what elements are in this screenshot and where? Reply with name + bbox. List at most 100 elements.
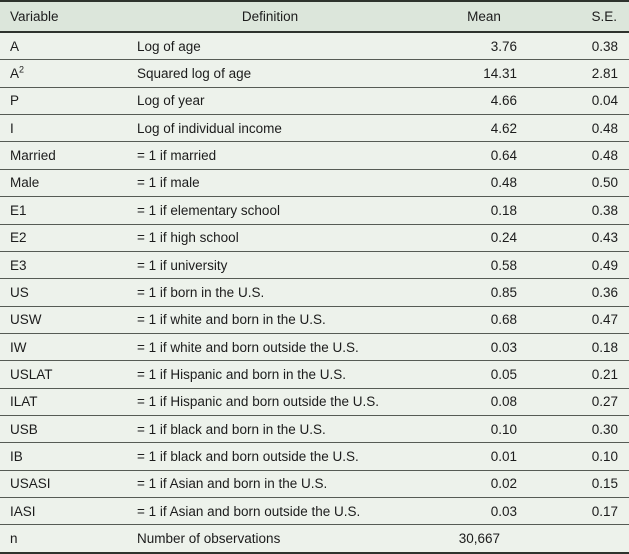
se-cell: 0.15 [530,470,629,499]
column-header-se: S.E. [530,1,629,33]
mean-cell: 3.76 [413,32,530,61]
se-cell: 0.50 [530,169,629,198]
mean-cell: 0.03 [413,497,530,526]
se-cell: 2.81 [530,59,629,88]
table-row: P Log of year 4.66 0.04 [0,87,629,116]
definition-cell: = 1 if married [127,141,413,170]
mean-cell: 0.05 [413,360,530,389]
definition-cell: Number of observations [127,524,413,553]
mean-cell: 0.03 [413,333,530,362]
mean-cell: 30,667 [413,524,530,553]
se-cell: 0.47 [530,306,629,334]
table-row: USW = 1 if white and born in the U.S. 0.… [0,306,629,334]
variable-cell: USW [0,306,127,334]
table-row: E3 = 1 if university 0.58 0.49 [0,251,629,280]
definition-cell: = 1 if Asian and born outside the U.S. [127,497,413,526]
se-cell: 0.04 [530,87,629,116]
se-cell: 0.21 [530,360,629,389]
table-row: E2 = 1 if high school 0.24 0.43 [0,224,629,252]
column-header-definition: Definition [127,1,413,33]
variable-cell: Male [0,169,127,198]
mean-cell: 0.08 [413,388,530,417]
definition-cell: = 1 if Hispanic and born outside the U.S… [127,388,413,417]
se-cell: 0.48 [530,114,629,143]
table-row: USB = 1 if black and born in the U.S. 0.… [0,415,629,444]
definition-cell: Log of individual income [127,114,413,143]
table-row-observations: n Number of observations 30,667 [0,524,629,553]
mean-cell: 0.58 [413,251,530,280]
se-cell: 0.17 [530,497,629,526]
definition-cell: = 1 if black and born outside the U.S. [127,442,413,471]
se-cell: 0.43 [530,224,629,252]
mean-cell: 0.18 [413,196,530,225]
table-row: Married = 1 if married 0.64 0.48 [0,141,629,170]
se-cell: 0.48 [530,141,629,170]
mean-cell: 0.85 [413,278,530,307]
variable-text: A [10,66,20,82]
se-cell: 0.30 [530,415,629,444]
table-row: USASI = 1 if Asian and born in the U.S. … [0,470,629,499]
variable-cell: USLAT [0,360,127,389]
definition-cell: = 1 if white and born outside the U.S. [127,333,413,362]
definition-cell: = 1 if high school [127,224,413,252]
table-body: A Log of age 3.76 0.38 A2 Squared log of… [0,32,629,553]
table-row: A2 Squared log of age 14.31 2.81 [0,59,629,88]
mean-cell: 0.64 [413,141,530,170]
table-row: I Log of individual income 4.62 0.48 [0,114,629,143]
column-header-variable: Variable [0,1,127,33]
variable-cell: E3 [0,251,127,280]
table-row: US = 1 if born in the U.S. 0.85 0.36 [0,278,629,307]
variable-cell: A2 [0,59,127,88]
variable-cell: Married [0,141,127,170]
variable-cell: IW [0,333,127,362]
table-row: USLAT = 1 if Hispanic and born in the U.… [0,360,629,389]
variable-cell: n [0,524,127,553]
definition-cell: Log of age [127,32,413,61]
definition-cell: = 1 if university [127,251,413,280]
definition-cell: = 1 if Hispanic and born in the U.S. [127,360,413,389]
variable-superscript: 2 [19,64,25,75]
variable-cell: US [0,278,127,307]
column-header-mean: Mean [413,1,530,33]
mean-cell: 4.66 [413,87,530,116]
se-cell: 0.18 [530,333,629,362]
table-row: E1 = 1 if elementary school 0.18 0.38 [0,196,629,225]
definition-cell: = 1 if Asian and born in the U.S. [127,470,413,499]
mean-cell: 0.10 [413,415,530,444]
definition-cell: Log of year [127,87,413,116]
se-cell: 0.27 [530,388,629,417]
se-cell: 0.38 [530,32,629,61]
table-row: IB = 1 if black and born outside the U.S… [0,442,629,471]
definition-cell: = 1 if born in the U.S. [127,278,413,307]
definition-cell: = 1 if black and born in the U.S. [127,415,413,444]
mean-cell: 0.24 [413,224,530,252]
variable-cell: E1 [0,196,127,225]
table-row: Male = 1 if male 0.48 0.50 [0,169,629,198]
header-row: Variable Definition Mean S.E. [0,1,629,33]
mean-cell: 0.01 [413,442,530,471]
definition-cell: = 1 if white and born in the U.S. [127,306,413,334]
variable-cell: P [0,87,127,116]
table-row: ILAT = 1 if Hispanic and born outside th… [0,388,629,417]
mean-cell: 4.62 [413,114,530,143]
table-header: Variable Definition Mean S.E. [0,1,629,33]
mean-cell: 0.68 [413,306,530,334]
variable-cell: ILAT [0,388,127,417]
se-cell: 0.36 [530,278,629,307]
variable-cell: I [0,114,127,143]
se-cell: 0.38 [530,196,629,225]
variable-cell: A [0,32,127,61]
table-row: IASI = 1 if Asian and born outside the U… [0,497,629,526]
mean-cell: 0.02 [413,470,530,499]
se-cell: 0.10 [530,442,629,471]
table-row: A Log of age 3.76 0.38 [0,32,629,61]
definition-cell: Squared log of age [127,59,413,88]
se-cell: 0.49 [530,251,629,280]
variable-cell: USASI [0,470,127,499]
variable-cell: USB [0,415,127,444]
definition-cell: = 1 if male [127,169,413,198]
mean-cell: 14.31 [413,59,530,88]
variable-cell: IASI [0,497,127,526]
variable-cell: IB [0,442,127,471]
